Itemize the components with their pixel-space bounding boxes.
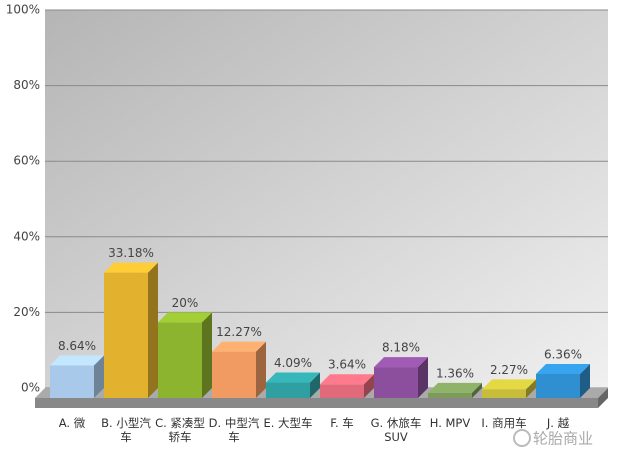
watermark: 轮胎商业 bbox=[533, 430, 593, 448]
bar-top bbox=[158, 312, 212, 323]
bar-top bbox=[374, 357, 428, 368]
x-tick-label: A. 微 bbox=[58, 416, 86, 430]
x-tick-label: C. 紧凑型轿车 bbox=[155, 416, 205, 444]
bar bbox=[50, 365, 94, 398]
bar-side bbox=[310, 372, 320, 398]
y-tick-label: 40% bbox=[13, 229, 40, 243]
bar-top bbox=[266, 372, 320, 383]
value-label: 33.18% bbox=[108, 246, 154, 260]
bar-side bbox=[472, 382, 482, 398]
bar-side bbox=[94, 355, 104, 398]
watermark-icon bbox=[513, 429, 531, 447]
bar bbox=[104, 272, 148, 398]
bar bbox=[320, 384, 364, 398]
value-label: 12.27% bbox=[216, 325, 262, 339]
bar bbox=[212, 351, 256, 398]
bar bbox=[428, 392, 472, 398]
bar-top bbox=[104, 262, 158, 273]
bar bbox=[374, 367, 418, 398]
value-label: 1.36% bbox=[436, 366, 474, 380]
y-tick-label: 60% bbox=[13, 154, 40, 168]
x-tick-label: J. 越 bbox=[546, 416, 570, 430]
y-tick-label: 80% bbox=[13, 78, 40, 92]
bar bbox=[266, 382, 310, 398]
bar-side bbox=[526, 379, 536, 398]
floor-front bbox=[35, 398, 598, 408]
value-label: 20% bbox=[172, 296, 199, 310]
bar-top bbox=[212, 341, 266, 352]
x-tick-label: E. 大型车 bbox=[263, 416, 313, 430]
value-label: 3.64% bbox=[328, 358, 366, 372]
x-tick-label: F. 车 bbox=[330, 416, 354, 430]
value-label: 6.36% bbox=[544, 347, 582, 361]
value-label: 4.09% bbox=[274, 356, 312, 370]
bar-side bbox=[418, 357, 428, 398]
x-tick-label: D. 中型汽车 bbox=[208, 416, 260, 444]
y-tick-label: 20% bbox=[13, 305, 40, 319]
value-label: 2.27% bbox=[490, 363, 528, 377]
x-tick-label: H. MPV bbox=[429, 416, 471, 430]
x-tick-label: G. 休旅车SUV bbox=[370, 416, 422, 444]
bar-top bbox=[536, 363, 590, 374]
bar bbox=[482, 389, 526, 398]
bar-side bbox=[148, 262, 158, 398]
y-tick-label: 0% bbox=[21, 381, 40, 395]
bar-side bbox=[202, 312, 212, 398]
floor-side bbox=[598, 388, 608, 408]
y-tick-label: 100% bbox=[6, 3, 40, 17]
bar bbox=[536, 373, 580, 398]
bar-top bbox=[428, 382, 482, 393]
x-tick-label: I. 商用车 bbox=[481, 416, 527, 430]
bar-side bbox=[364, 374, 374, 398]
bar-top bbox=[320, 374, 374, 385]
value-label: 8.18% bbox=[382, 341, 420, 355]
bar-top bbox=[482, 379, 536, 390]
bar-top bbox=[50, 355, 104, 366]
x-tick-label: B. 小型汽车 bbox=[101, 416, 151, 444]
bar-side bbox=[580, 363, 590, 398]
value-label: 8.64% bbox=[58, 339, 96, 353]
bar bbox=[158, 322, 202, 398]
bar-side bbox=[256, 341, 266, 398]
